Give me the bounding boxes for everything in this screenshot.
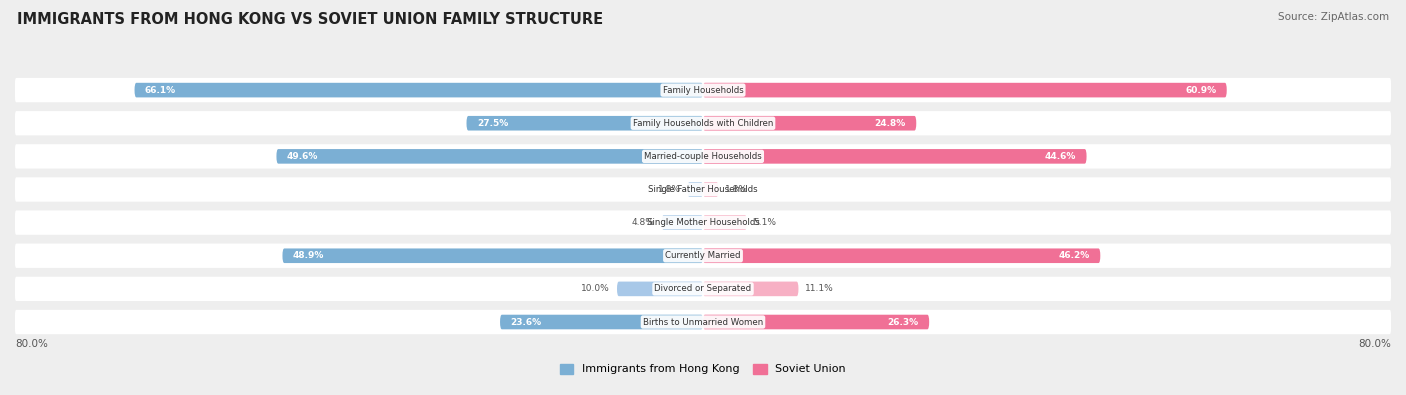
Text: Single Mother Households: Single Mother Households [647,218,759,227]
Text: 10.0%: 10.0% [581,284,610,293]
Text: Births to Unmarried Women: Births to Unmarried Women [643,318,763,327]
Legend: Immigrants from Hong Kong, Soviet Union: Immigrants from Hong Kong, Soviet Union [555,359,851,379]
FancyBboxPatch shape [617,282,703,296]
Text: 24.8%: 24.8% [875,119,905,128]
FancyBboxPatch shape [703,149,1087,164]
Text: Family Households: Family Households [662,86,744,95]
Text: 49.6%: 49.6% [287,152,318,161]
Text: 26.3%: 26.3% [887,318,920,327]
FancyBboxPatch shape [15,244,1391,268]
Text: 23.6%: 23.6% [510,318,541,327]
FancyBboxPatch shape [688,182,703,197]
FancyBboxPatch shape [662,215,703,230]
Text: 66.1%: 66.1% [145,86,176,95]
FancyBboxPatch shape [135,83,703,98]
FancyBboxPatch shape [703,315,929,329]
Text: 27.5%: 27.5% [477,119,508,128]
FancyBboxPatch shape [703,116,917,130]
Text: Source: ZipAtlas.com: Source: ZipAtlas.com [1278,12,1389,22]
FancyBboxPatch shape [15,177,1391,202]
Text: 80.0%: 80.0% [1358,339,1391,349]
FancyBboxPatch shape [703,248,1101,263]
Text: 1.8%: 1.8% [658,185,681,194]
Text: 11.1%: 11.1% [806,284,834,293]
Text: Single Father Households: Single Father Households [648,185,758,194]
FancyBboxPatch shape [283,248,703,263]
Text: 80.0%: 80.0% [15,339,48,349]
FancyBboxPatch shape [15,78,1391,102]
Text: Family Households with Children: Family Households with Children [633,119,773,128]
FancyBboxPatch shape [703,83,1227,98]
FancyBboxPatch shape [15,111,1391,135]
FancyBboxPatch shape [15,211,1391,235]
Text: Currently Married: Currently Married [665,251,741,260]
Text: Married-couple Households: Married-couple Households [644,152,762,161]
Text: 44.6%: 44.6% [1045,152,1076,161]
FancyBboxPatch shape [703,282,799,296]
FancyBboxPatch shape [501,315,703,329]
FancyBboxPatch shape [15,277,1391,301]
Text: Divorced or Separated: Divorced or Separated [654,284,752,293]
FancyBboxPatch shape [467,116,703,130]
FancyBboxPatch shape [703,182,718,197]
Text: 46.2%: 46.2% [1059,251,1090,260]
Text: 5.1%: 5.1% [754,218,776,227]
Text: 48.9%: 48.9% [292,251,325,260]
Text: 60.9%: 60.9% [1185,86,1216,95]
Text: 4.8%: 4.8% [631,218,655,227]
FancyBboxPatch shape [15,310,1391,334]
Text: IMMIGRANTS FROM HONG KONG VS SOVIET UNION FAMILY STRUCTURE: IMMIGRANTS FROM HONG KONG VS SOVIET UNIO… [17,12,603,27]
FancyBboxPatch shape [15,144,1391,169]
Text: 1.8%: 1.8% [725,185,748,194]
FancyBboxPatch shape [277,149,703,164]
FancyBboxPatch shape [703,215,747,230]
